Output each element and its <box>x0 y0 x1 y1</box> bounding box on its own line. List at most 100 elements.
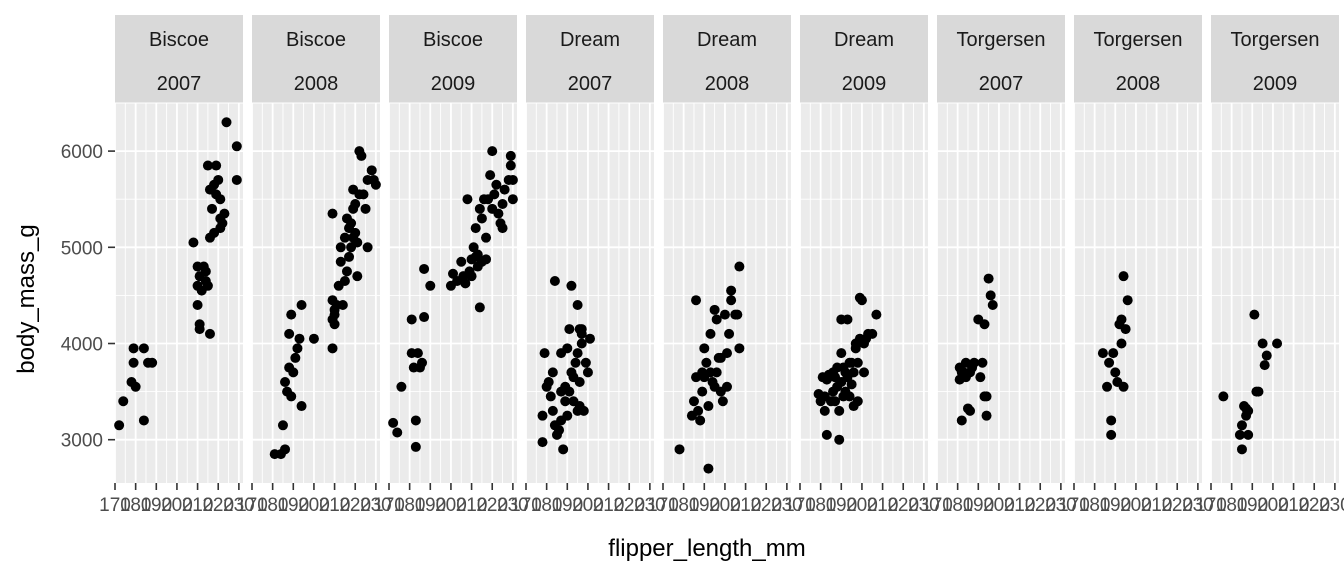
data-point <box>497 199 508 210</box>
x-tick-label: 200 <box>709 495 741 516</box>
data-point <box>719 309 730 320</box>
x-tick-label: 220 <box>1161 495 1193 516</box>
x-tick-label: 180 <box>120 495 152 516</box>
data-point <box>207 203 218 214</box>
x-tick-label: 200 <box>846 495 878 516</box>
data-point <box>481 254 492 265</box>
facet-island-label: Dream <box>834 29 894 51</box>
data-point <box>981 391 992 402</box>
data-point <box>217 218 228 229</box>
data-points <box>1218 309 1283 455</box>
y-tick-label: 6000 <box>61 142 103 163</box>
x-tick-label: 170 <box>1195 495 1227 516</box>
data-point <box>294 333 305 344</box>
data-point <box>346 218 357 229</box>
data-point <box>558 444 569 455</box>
data-point <box>852 396 863 407</box>
data-point <box>348 184 359 195</box>
data-point <box>419 312 430 323</box>
data-point <box>572 300 583 311</box>
x-tick-label: 190 <box>1099 495 1131 516</box>
data-point <box>202 160 213 171</box>
data-point <box>370 179 381 190</box>
data-point <box>1120 324 1131 335</box>
data-points <box>388 146 518 452</box>
data-point <box>1106 429 1117 440</box>
x-tick-label: 170 <box>510 495 542 516</box>
facet-year-label: 2009 <box>431 73 476 95</box>
data-point <box>114 420 125 431</box>
data-point <box>537 410 548 421</box>
data-point <box>722 348 732 359</box>
x-tick-label: 220 <box>1298 495 1330 516</box>
data-point <box>419 263 430 274</box>
data-point <box>341 266 352 277</box>
x-tick-label: 180 <box>531 495 563 516</box>
facet-strip <box>1074 15 1202 103</box>
data-point <box>188 237 199 248</box>
x-tick-label: 210 <box>1278 495 1310 516</box>
data-point <box>366 165 377 176</box>
data-point <box>1236 444 1247 455</box>
data-point <box>362 242 373 253</box>
data-point <box>425 280 436 291</box>
x-tick-label: 230 <box>497 495 529 516</box>
data-point <box>221 117 232 128</box>
data-point <box>296 401 307 412</box>
data-point <box>352 271 363 282</box>
x-tick-label: 170 <box>373 495 405 516</box>
facet-strip <box>389 15 517 103</box>
x-tick-label: 210 <box>1004 495 1036 516</box>
data-point <box>466 271 477 282</box>
x-tick-label: 200 <box>572 495 604 516</box>
data-point <box>499 184 510 195</box>
y-tick-label: 3000 <box>61 431 103 452</box>
data-point <box>549 275 560 286</box>
data-point <box>699 343 710 354</box>
data-point <box>726 295 737 306</box>
x-tick-label: 210 <box>1141 495 1173 516</box>
facet-strip <box>663 15 791 103</box>
x-tick-label: 200 <box>1120 495 1152 516</box>
data-point <box>356 150 367 161</box>
data-point <box>335 242 346 253</box>
facet-island-label: Torgersen <box>1094 29 1183 51</box>
facet-year-label: 2008 <box>294 73 339 95</box>
data-point <box>985 290 996 301</box>
x-tick-label: 180 <box>805 495 837 516</box>
x-tick-label: 210 <box>593 495 625 516</box>
data-point <box>846 379 857 390</box>
facet-island-label: Biscoe <box>286 29 346 51</box>
data-point <box>1102 381 1113 392</box>
data-point <box>1261 350 1272 361</box>
data-point <box>410 415 421 426</box>
data-point <box>286 309 297 320</box>
x-tick-label: 200 <box>435 495 467 516</box>
data-point <box>417 357 428 368</box>
x-tick-label: 230 <box>771 495 803 516</box>
data-point <box>1116 338 1127 349</box>
facet-year-label: 2009 <box>842 73 887 95</box>
data-point <box>969 357 980 368</box>
data-point <box>732 309 743 320</box>
data-point <box>204 232 215 243</box>
x-tick-label: 220 <box>613 495 645 516</box>
facet-strip <box>252 15 380 103</box>
data-point <box>505 160 516 171</box>
panel-background <box>115 103 243 483</box>
data-point <box>406 314 417 325</box>
data-point <box>487 146 498 157</box>
facet-year-label: 2009 <box>1253 73 1298 95</box>
data-point <box>327 208 338 219</box>
data-point <box>213 174 224 185</box>
data-point <box>545 391 556 402</box>
data-point <box>1118 271 1129 282</box>
data-point <box>329 319 340 330</box>
data-point <box>1243 429 1254 440</box>
